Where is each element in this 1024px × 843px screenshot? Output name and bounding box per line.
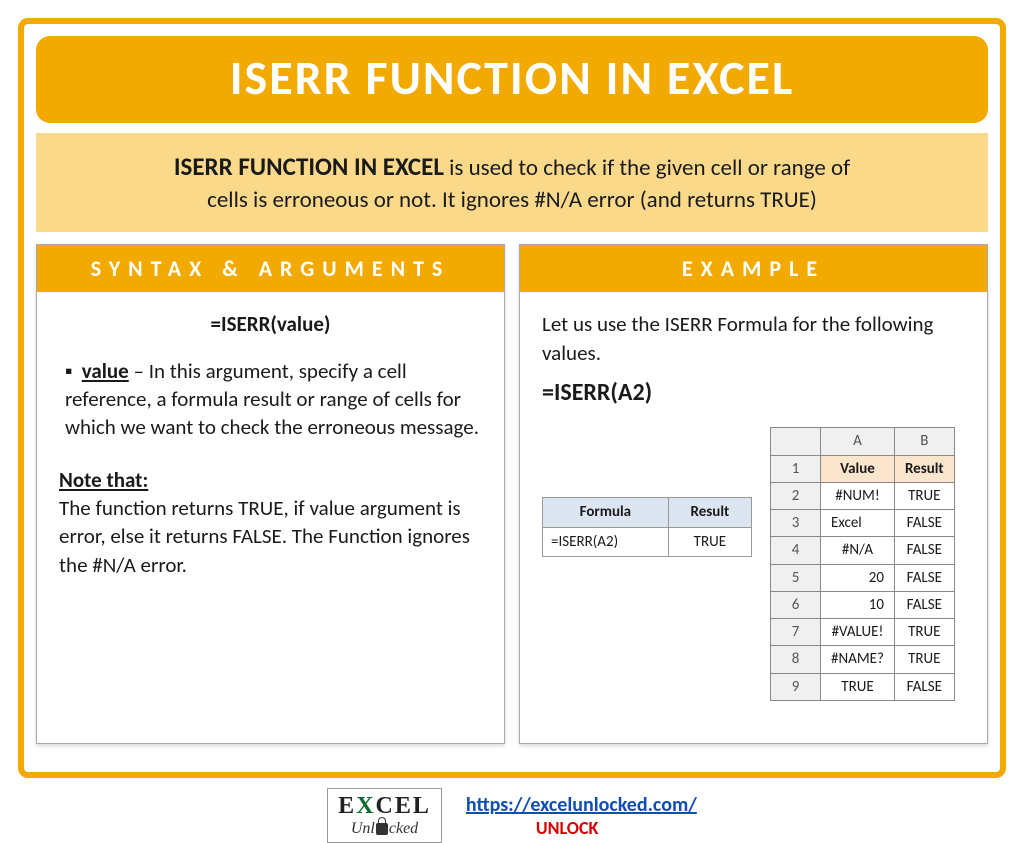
description-lead: ISERR FUNCTION IN EXCEL <box>174 151 444 182</box>
grid-cell-b: FALSE <box>894 673 954 700</box>
note-body: The function returns TRUE, if value argu… <box>59 494 482 579</box>
grid-row-num: 4 <box>771 537 821 564</box>
example-formula: =ISERR(A2) <box>542 377 965 409</box>
excel-grid: A B 1 Value Result 2#NUM!TRUE3ExcelFALSE… <box>770 427 955 701</box>
grid-cell-a: #NAME? <box>821 646 895 673</box>
syntax-header: SYNTAX & ARGUMENTS <box>37 245 504 292</box>
grid-cell-a: 20 <box>821 564 895 591</box>
grid-hdr-result: Result <box>894 455 954 482</box>
formula-result-table: Formula Result =ISERR(A2) TRUE <box>542 497 752 557</box>
note-heading: Note that: <box>59 466 482 494</box>
description-text-2: cells is erroneous or not. It ignores #N… <box>207 186 817 214</box>
grid-cell-a: TRUE <box>821 673 895 700</box>
example-tables-row: Formula Result =ISERR(A2) TRUE A B <box>542 427 965 701</box>
grid-cell-b: TRUE <box>894 646 954 673</box>
grid-row-num: 2 <box>771 482 821 509</box>
example-panel: EXAMPLE Let us use the ISERR Formula for… <box>519 244 988 744</box>
grid-cell-a: #NUM! <box>821 482 895 509</box>
footer-links: https://excelunlocked.com/ UNLOCK <box>466 793 697 839</box>
argument-item: ▪ value – In this argument, specify a ce… <box>65 357 482 442</box>
grid-row-num: 3 <box>771 510 821 537</box>
description-box: ISERR FUNCTION IN EXCEL is used to check… <box>36 133 988 232</box>
example-header: EXAMPLE <box>520 245 987 292</box>
logo: EXCEL Unlcked <box>327 788 442 843</box>
ft-header-result: Result <box>668 498 751 527</box>
grid-cell-b: FALSE <box>894 591 954 618</box>
page-title: ISERR FUNCTION IN EXCEL <box>36 48 988 107</box>
columns: SYNTAX & ARGUMENTS =ISERR(value) ▪ value… <box>36 244 988 744</box>
grid-cell-b: FALSE <box>894 510 954 537</box>
syntax-formula: =ISERR(value) <box>59 310 482 338</box>
lock-icon <box>376 823 388 835</box>
bullet-icon: ▪ <box>65 357 77 385</box>
grid-corner <box>771 428 821 455</box>
grid-row-num: 8 <box>771 646 821 673</box>
grid-row-num: 7 <box>771 619 821 646</box>
syntax-body: =ISERR(value) ▪ value – In this argument… <box>37 292 504 597</box>
grid-row-1: 1 <box>771 455 821 482</box>
logo-bottom: Unlcked <box>338 820 431 838</box>
example-intro: Let us use the ISERR Formula for the fol… <box>542 310 965 367</box>
grid-cell-b: FALSE <box>894 537 954 564</box>
grid-row-num: 6 <box>771 591 821 618</box>
ft-header-formula: Formula <box>543 498 669 527</box>
grid-cell-a: #N/A <box>821 537 895 564</box>
footer-url[interactable]: https://excelunlocked.com/ <box>466 793 697 817</box>
infographic-frame: ISERR FUNCTION IN EXCEL ISERR FUNCTION I… <box>18 18 1006 778</box>
grid-cell-b: TRUE <box>894 619 954 646</box>
grid-cell-b: TRUE <box>894 482 954 509</box>
footer-unlock: UNLOCK <box>536 817 598 839</box>
grid-col-b: B <box>894 428 954 455</box>
grid-col-a: A <box>821 428 895 455</box>
description-text-1: is used to check if the given cell or ra… <box>444 154 850 182</box>
grid-row-num: 9 <box>771 673 821 700</box>
grid-hdr-value: Value <box>821 455 895 482</box>
title-bar: ISERR FUNCTION IN EXCEL <box>36 36 988 123</box>
logo-top: EXCEL <box>338 793 431 820</box>
grid-cell-a: Excel <box>821 510 895 537</box>
ft-cell-formula: =ISERR(A2) <box>543 527 669 556</box>
argument-name: value <box>82 358 129 384</box>
grid-cell-b: FALSE <box>894 564 954 591</box>
grid-cell-a: 10 <box>821 591 895 618</box>
grid-cell-a: #VALUE! <box>821 619 895 646</box>
grid-row-num: 5 <box>771 564 821 591</box>
ft-cell-result: TRUE <box>668 527 751 556</box>
example-body: Let us use the ISERR Formula for the fol… <box>520 292 987 719</box>
footer: EXCEL Unlcked https://excelunlocked.com/… <box>18 788 1006 843</box>
syntax-panel: SYNTAX & ARGUMENTS =ISERR(value) ▪ value… <box>36 244 505 744</box>
